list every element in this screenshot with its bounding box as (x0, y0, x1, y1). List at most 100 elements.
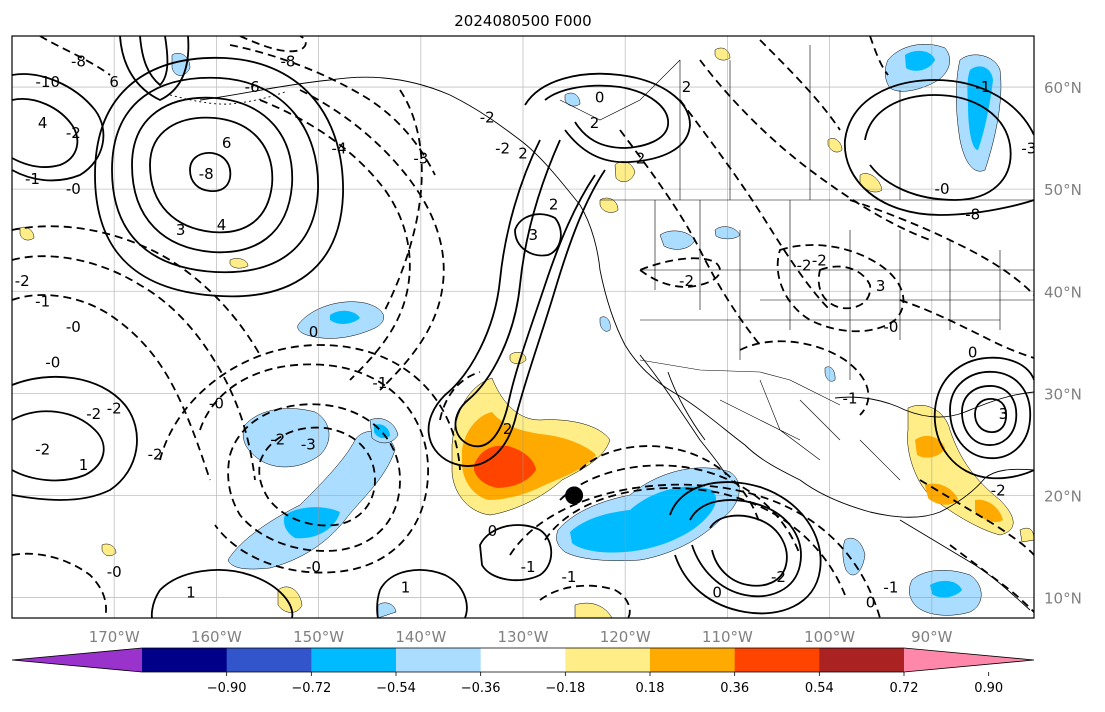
contour-label: 4 (217, 216, 227, 234)
contour-label: 1 (79, 456, 89, 474)
contour-label: 2 (590, 114, 600, 132)
contour-label: 0 (595, 88, 605, 106)
contour-label: -8 (280, 53, 295, 71)
contour-label: 0 (866, 594, 876, 612)
positive-contour (427, 139, 606, 467)
positive-contour (961, 385, 1018, 446)
positive-contour (514, 213, 562, 257)
negative-anomaly-area (377, 602, 397, 618)
negative-anomaly-area (570, 486, 716, 553)
contour-label: 0 (712, 583, 722, 601)
negative-contour (817, 265, 872, 310)
negative-contour (159, 344, 461, 471)
contour-label: 2 (682, 78, 692, 96)
colorbar-tick-label: 0.90 (974, 681, 1003, 696)
contour-label: 4 (38, 114, 48, 132)
central-america-coastline (899, 519, 1031, 611)
positive-anomaly-area (474, 445, 536, 488)
negative-contour (544, 487, 846, 596)
negative-contour (899, 299, 1034, 359)
colorbar-segment (565, 648, 651, 672)
negative-anomaly-area (330, 310, 360, 324)
longitude-tick-label: 120°W (600, 628, 651, 646)
contour-label: 0 (488, 522, 498, 540)
negative-contour (258, 426, 376, 527)
colorbar-tick-label: −0.36 (461, 681, 501, 696)
us-mexico-border (639, 359, 841, 406)
longitude-tick-label: 90°W (911, 628, 953, 646)
contour-label: -0 (306, 558, 321, 576)
contour-label: -1 (562, 568, 577, 586)
north-america-coastline (199, 76, 1034, 518)
negative-contour (739, 340, 870, 416)
colorbar-segment (142, 648, 228, 672)
positive-contour (12, 73, 105, 182)
contour-label: -2 (148, 446, 163, 464)
contour-label: -6 (245, 78, 260, 96)
contour-labels: -10-864-26-83 4-8-6-4-3-0-1-2-1-0-0-2 -2-2… (15, 53, 1034, 612)
contour-label: -1 (521, 558, 536, 576)
map-frame (11, 35, 1035, 619)
negative-contour (12, 255, 256, 481)
positive-contour (524, 72, 691, 163)
positive-contour (949, 371, 1032, 459)
contour-label: -0 (66, 318, 81, 336)
negative-contour (869, 36, 889, 76)
positive-contour (689, 499, 802, 598)
colorbar-segment (650, 648, 736, 672)
positive-contour (844, 79, 1034, 216)
contour-label: -1 (883, 578, 898, 596)
negative-contour (849, 199, 1034, 296)
contour-label: 1 (401, 578, 411, 596)
contour-label: -0 (107, 563, 122, 581)
contour-label: -0 (45, 354, 60, 372)
latitude-tick-label: 50°N (1044, 181, 1082, 199)
location-marker (565, 486, 584, 505)
colorbar-tick-label: −0.72 (291, 681, 331, 696)
positive-anomaly-area (574, 602, 613, 618)
positive-anomaly-area (229, 258, 249, 269)
longitude-tick-label: 110°W (702, 628, 753, 646)
contour-label: 2 (636, 150, 646, 168)
positive-contour (139, 36, 169, 87)
longitude-tick-label: 130°W (498, 628, 549, 646)
contour-label: 3 (176, 221, 186, 239)
latitude-tick-labels: 60°N 50°N 40°N 30°N 20°N 10°N (1044, 79, 1082, 608)
negative-contour (39, 36, 111, 76)
map-title: 2024080500 F000 (454, 12, 591, 30)
longitude-tick-label: 140°W (395, 628, 446, 646)
contour-label: -0 (883, 318, 898, 336)
positive-contour (933, 356, 1034, 480)
positive-contour (94, 56, 344, 298)
contour-label: -2 (270, 430, 285, 448)
contour-label: 2 (518, 144, 528, 162)
contour-label: 6 (109, 73, 119, 91)
colorbar-tick-label: 0.18 (636, 681, 665, 696)
positive-contour (864, 94, 1012, 201)
positive-contour (709, 514, 788, 587)
longitude-tick-labels: 170°W 160°W 150°W 140°W 130°W 120°W 110°W 100°W… (89, 628, 953, 646)
contour-label: 3 (876, 277, 886, 295)
contour-label: 3 (999, 405, 1009, 423)
contour-label: -0 (935, 180, 950, 198)
contour-label: -1 (975, 78, 990, 96)
colorbar-segment (480, 648, 566, 672)
contour-label: -2 (15, 272, 30, 290)
contour-label: -1 (372, 374, 387, 392)
contour-label: -1 (843, 389, 858, 407)
negative-contour (229, 44, 436, 176)
negative-contour (759, 39, 841, 131)
negative-contour (12, 294, 211, 481)
colorbar-segment (226, 648, 312, 672)
negative-contour (439, 371, 481, 421)
latitude-tick-label: 20°N (1044, 487, 1082, 505)
contour-label: -2 (86, 405, 101, 423)
contour-label: -4 (332, 139, 347, 157)
contour-label: -8 (71, 53, 86, 71)
colorbar-tick-label: 0.36 (720, 681, 749, 696)
contour-label: 2 (503, 420, 513, 438)
negative-contour (639, 257, 721, 288)
contour-label: -8 (199, 165, 214, 183)
positive-anomaly-area (101, 543, 117, 557)
